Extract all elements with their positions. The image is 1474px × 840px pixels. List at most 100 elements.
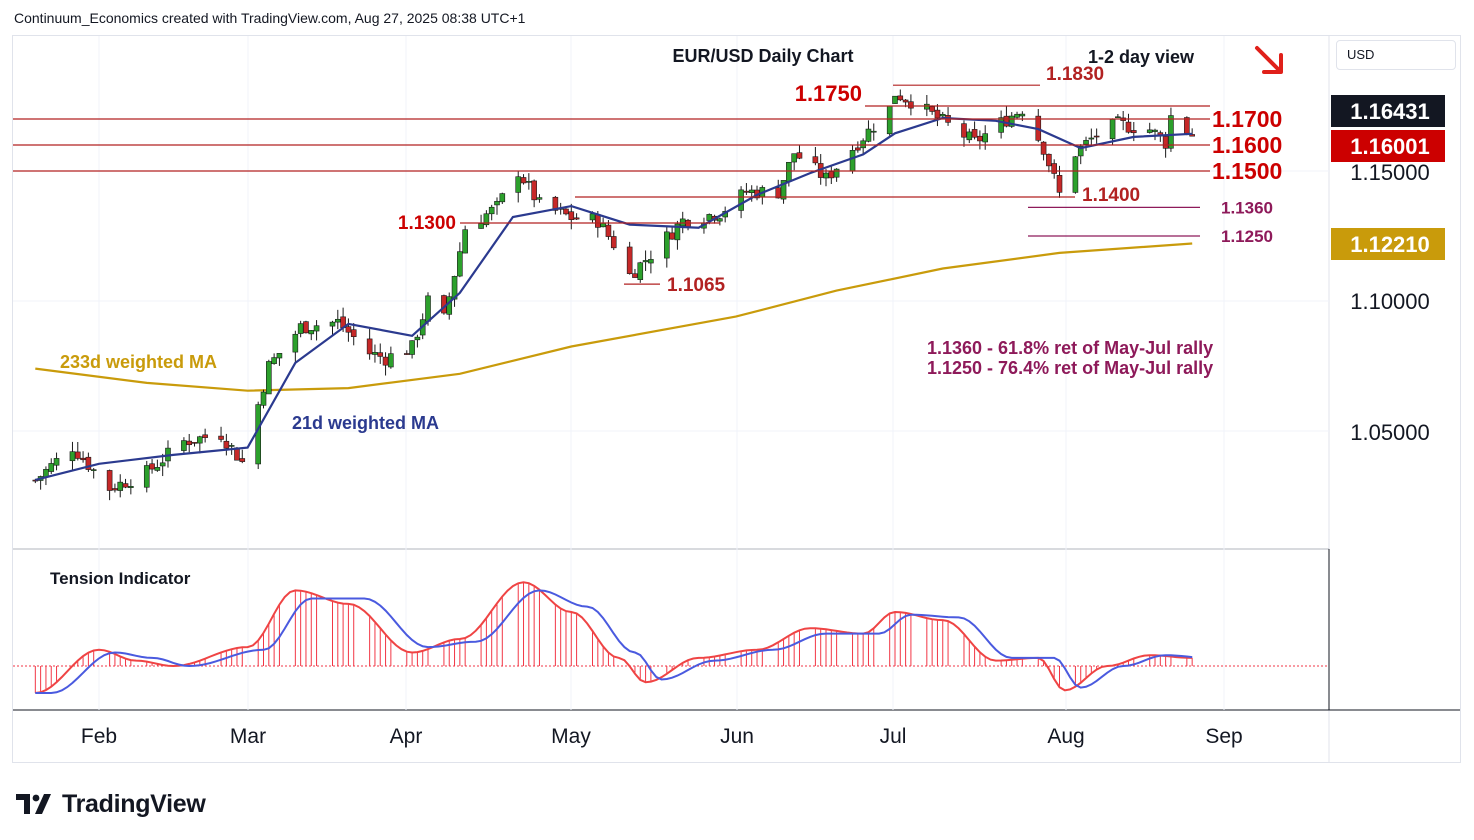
candle-body: [924, 103, 930, 110]
x-tick-label: Mar: [230, 725, 266, 748]
candle-body: [271, 357, 277, 364]
candle-body: [228, 445, 235, 447]
level-label: 1.1600: [1212, 132, 1282, 158]
candle-body: [849, 150, 856, 172]
x-tick-label: May: [551, 725, 591, 748]
level-label: 1.1360: [1221, 198, 1273, 217]
level-label: 1.1250: [1221, 227, 1273, 246]
candle-body: [255, 404, 261, 465]
price-badge-close: 1.16001: [1331, 130, 1445, 162]
candle-body: [610, 236, 617, 249]
candle-body: [297, 323, 304, 334]
candle-body: [154, 467, 161, 471]
candle-body: [679, 218, 686, 227]
down-right-arrow-icon: [1255, 46, 1283, 74]
level-label: 1.1400: [1082, 185, 1140, 206]
x-tick-label: Sep: [1205, 725, 1242, 748]
candle-body: [1115, 116, 1121, 119]
candle-body: [791, 153, 797, 163]
candle-body: [531, 180, 537, 201]
candle-body: [828, 171, 835, 179]
candle-body: [552, 196, 559, 211]
candle-body: [292, 333, 299, 353]
candle-body: [520, 177, 527, 184]
candle-body: [488, 206, 495, 215]
candle-body: [637, 262, 644, 280]
candle-body: [897, 95, 904, 101]
candle-body: [823, 172, 829, 179]
candle-body: [1146, 129, 1153, 133]
grid-lines: [13, 36, 1460, 762]
candle-body: [1072, 156, 1079, 193]
candle-body: [1088, 137, 1095, 140]
candle-body: [1130, 130, 1137, 134]
annotation-1250: 1.1250 - 76.4% ret of May-Jul rally: [927, 358, 1213, 378]
candle-body: [1019, 113, 1026, 117]
level-label: 1.1500: [1212, 158, 1282, 184]
candle-body: [239, 458, 246, 462]
candle-body: [1152, 129, 1158, 132]
candle-body: [589, 213, 596, 221]
candle-body: [32, 479, 39, 482]
candle-body: [350, 329, 357, 337]
candle-body: [159, 462, 166, 467]
candle-body: [775, 187, 782, 199]
chart-attribution: Continuum_Economics created with Trading…: [14, 10, 526, 26]
price-badge-last: 1.16431: [1331, 95, 1445, 127]
chart-title: EUR/USD Daily Chart: [672, 46, 853, 66]
candle-body: [982, 133, 989, 143]
candle-body: [106, 470, 113, 491]
candle-body: [966, 131, 973, 141]
x-tick-label: Apr: [390, 725, 423, 748]
candle-body: [85, 456, 92, 470]
candle-body: [197, 436, 203, 444]
candle-body: [266, 361, 272, 395]
candle-body: [977, 135, 983, 142]
candle-body: [833, 168, 840, 178]
candle-body: [669, 232, 675, 240]
candle-body: [494, 201, 500, 206]
tension-average-line: [35, 589, 1193, 694]
ma21-layer: [35, 116, 1193, 481]
candle-body: [483, 213, 490, 226]
candle-body: [939, 113, 946, 117]
candle-body: [796, 152, 803, 159]
x-tick-label: Feb: [81, 725, 117, 748]
level-label: 1.1830: [1046, 64, 1104, 85]
level-label: 1.1700: [1212, 106, 1282, 132]
candle-body: [48, 463, 55, 472]
candle-body: [1046, 153, 1052, 167]
y-tick-label: 1.15000: [1350, 160, 1430, 185]
candle-body: [446, 296, 453, 315]
x-tick-label: Jul: [880, 725, 907, 748]
candle-body: [1077, 145, 1084, 157]
candle-body: [812, 156, 819, 164]
tradingview-logo-icon: [16, 794, 51, 814]
ma233-label: 233d weighted MA: [60, 352, 217, 372]
candle-body: [865, 128, 872, 142]
candle-body: [425, 295, 431, 322]
candle-body: [377, 352, 384, 357]
candle-body: [372, 352, 378, 355]
candle-body: [345, 326, 352, 333]
candle-body: [462, 229, 468, 254]
currency-selector-button[interactable]: USD: [1336, 40, 1456, 70]
candle-body: [112, 488, 118, 491]
tension-indicator-layer: [13, 581, 1329, 694]
candle-body: [414, 336, 421, 341]
candle-body: [961, 123, 967, 138]
candle-body: [403, 353, 410, 355]
candle-body: [573, 217, 580, 220]
candle-body: [860, 140, 866, 149]
level-label: 1.1300: [398, 213, 456, 234]
ma233-layer: [35, 242, 1193, 392]
candle-body: [218, 435, 224, 440]
candle-body: [122, 483, 129, 488]
tension-signal-line: [35, 581, 1193, 694]
candle-body: [388, 353, 394, 368]
candle-body: [536, 197, 543, 200]
chart-frame[interactable]: [12, 35, 1461, 763]
tradingview-logo[interactable]: TradingView: [16, 788, 206, 820]
